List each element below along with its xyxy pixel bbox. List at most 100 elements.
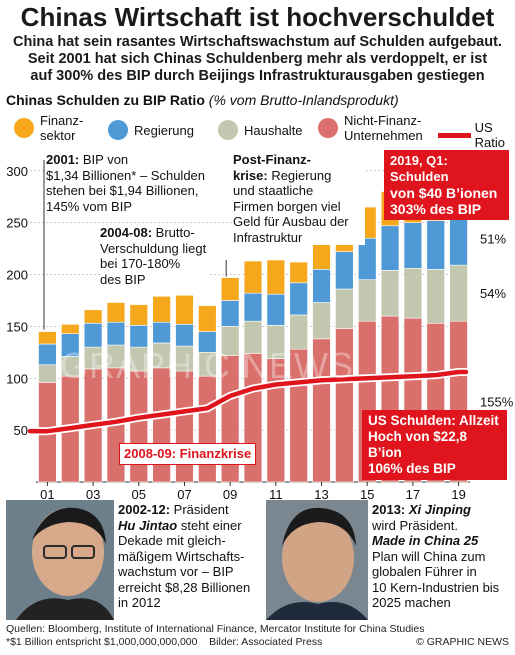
bar-segment [152, 295, 171, 323]
legend-label: Finanz-sektor [40, 113, 84, 143]
bar-segment [83, 309, 103, 324]
bar-segment [243, 292, 263, 322]
label-finanzkrise: 2008-09: Finanzkrise [119, 443, 257, 465]
axis-labels: 50 100 150 200 250 300 01 03 05 07 09 11 13 15 17 19 [6, 160, 466, 500]
bar-segment [289, 314, 308, 350]
bar-segment [198, 375, 217, 483]
bar-segment [38, 364, 57, 383]
y-tick-label: 200 [6, 268, 28, 283]
legend-label: US Ratio [474, 120, 505, 150]
bar-segment [289, 348, 308, 483]
bar-segment [175, 345, 194, 372]
bar-segment [358, 279, 377, 322]
bar-segment [266, 358, 286, 483]
x-tick-label: 05 [132, 487, 146, 500]
bar-segment [312, 269, 331, 303]
legend-item-us-ratio: US Ratio [438, 120, 515, 150]
legend-item-finanzsektor: Finanz-sektor [14, 113, 83, 143]
bar-segment [220, 300, 240, 327]
bar-segment [38, 331, 57, 345]
bar-segment [312, 302, 331, 340]
bar-segment [403, 222, 423, 269]
bar-segment [266, 325, 286, 359]
bar-segment [61, 333, 80, 357]
bar-segment [266, 293, 286, 326]
photo-hu-jintao [6, 500, 114, 620]
x-tick-label: 03 [86, 487, 100, 500]
bar-segment [106, 321, 126, 346]
text-hu-jintao: 2002-12: Präsident Hu Jintao steht einer… [118, 502, 251, 610]
callout-2004-08: 2004-08: Brutto- Verschuldung liegt bei … [100, 225, 210, 287]
bar-segment [335, 328, 354, 483]
bar-segment [175, 370, 194, 483]
bar-segment [380, 270, 400, 317]
footer: Quellen: Bloomberg, Institute of Interna… [6, 623, 424, 649]
y-tick-label: 100 [6, 371, 28, 386]
callout-us-debt: US Schulden: Allzeit Hoch von $22,8 B’io… [362, 410, 507, 480]
bar-segment [83, 322, 103, 348]
right-percent-label: 51% [480, 232, 506, 247]
subtitle: China hat sein rasantes Wirtschaftswachs… [0, 34, 515, 85]
bar-segment [38, 343, 57, 366]
footer-note: *$1 Billion entspricht $1,000,000,000,00… [6, 636, 323, 648]
chart-heading-title: Chinas Schulden zu BIP Ratio [6, 92, 205, 108]
bar-segment [312, 244, 331, 270]
x-tick-label: 13 [314, 487, 328, 500]
chart-heading-unit: (% vom Brutto-Inlandsprodukt) [208, 92, 399, 108]
footer-sources: Quellen: Bloomberg, Institute of Interna… [6, 623, 425, 635]
x-tick-label: 15 [360, 487, 374, 500]
y-tick-label: 150 [6, 319, 28, 334]
brand-credit: © GRAPHIC NEWS [416, 636, 509, 648]
y-tick-label: 300 [6, 164, 28, 179]
legend-item-haushalte: Haushalte [218, 120, 303, 140]
subtitle-line: Seit 2001 hat sich Chinas Schuldenberg m… [27, 51, 488, 67]
bar-segment [198, 331, 217, 353]
x-tick-label: 11 [269, 487, 283, 500]
y-tick-label: 250 [6, 216, 28, 231]
y-tick-label: 50 [14, 423, 28, 438]
right-percent-label: 54% [480, 286, 506, 301]
bar-segment [129, 325, 148, 348]
bar-segment [129, 370, 148, 483]
bar-segment [152, 321, 171, 344]
bar-segment [106, 344, 126, 369]
x-tick-label: 19 [451, 487, 465, 500]
chart-heading: Chinas Schulden zu BIP Ratio (% vom Brut… [6, 92, 399, 108]
bar-segment [335, 288, 354, 329]
bar-segment [289, 261, 308, 284]
us-ratio-line [27, 369, 469, 434]
bar-segment [449, 211, 468, 266]
subtitle-line: auf 300% des BIP durch Beijings Infrastr… [30, 68, 485, 84]
bar-segment [220, 326, 240, 356]
bar-segment [335, 251, 354, 290]
bar-segment [61, 324, 80, 334]
legend-label: Regierung [134, 122, 194, 138]
photo-xi-jinping [266, 500, 368, 620]
bar-segment [129, 304, 148, 326]
callout-2019-q1: 2019, Q1: Schulden von $40 B’ionen 303% … [384, 150, 509, 220]
legend-swatch-finanzsektor [14, 118, 34, 138]
bar-segment [289, 282, 308, 316]
bar-segment [426, 269, 445, 324]
legend-label: Haushalte [244, 122, 303, 138]
bar-segment [152, 342, 171, 369]
legend-swatch-haushalte [218, 120, 238, 140]
callout-post-finanzkrise: Post-Finanz- krise: Regierung und staatl… [233, 152, 365, 245]
legend-swatch-nicht-finanz [318, 118, 338, 138]
callout-2001: 2001: BIP von $1,34 Billionen* – Schulde… [46, 152, 242, 214]
bar-segment [129, 346, 148, 372]
bar-segment [198, 352, 217, 377]
bar-segment [380, 225, 400, 271]
bar-segment [403, 267, 423, 319]
x-tick-label: 09 [223, 487, 237, 500]
legend-label: Nicht-Finanz- Unternehmen [344, 113, 423, 143]
bar-segment [61, 356, 80, 377]
right-percent-label: 155% [480, 395, 514, 410]
bar-segment [175, 324, 194, 347]
legend-item-nicht-finanz: Nicht-Finanz- Unternehmen [318, 113, 423, 143]
bar-segment [266, 259, 286, 295]
bar-segment [449, 264, 468, 322]
legend-swatch-regierung [108, 120, 128, 140]
page-title: Chinas Wirtschaft ist hochverschuldet [20, 2, 495, 32]
